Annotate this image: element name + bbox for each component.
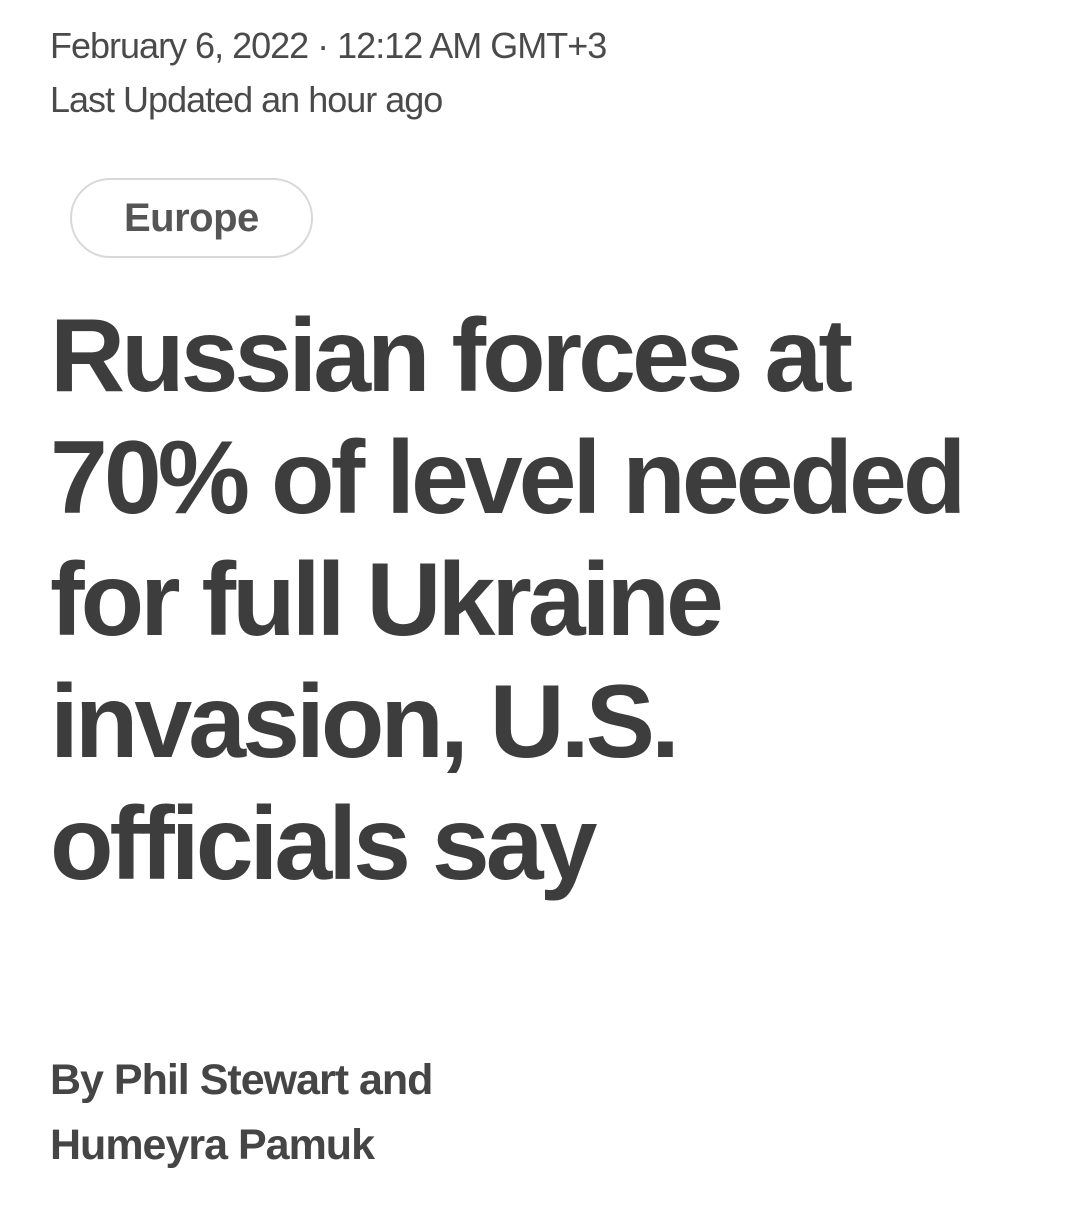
- category-pill-label: Europe: [124, 195, 259, 240]
- byline-line-1: By Phil Stewart and: [50, 1056, 433, 1104]
- publish-timestamp: February 6, 2022 · 12:12 AM GMT+3: [50, 25, 607, 66]
- last-updated-text: Last Updated an hour ago: [50, 79, 443, 120]
- headline-line-2: 70% of level needed: [50, 420, 966, 536]
- headline-line-5: officials say: [50, 786, 597, 902]
- headline-line-4: invasion, U.S.: [50, 664, 680, 780]
- headline-line-1: Russian forces at: [50, 298, 853, 414]
- byline-line-2: Humeyra Pamuk: [50, 1121, 375, 1169]
- article-headline: Russian forces at 70% of level needed fo…: [50, 295, 966, 905]
- byline: By Phil Stewart and Humeyra Pamuk: [50, 1048, 433, 1178]
- headline-line-3: for full Ukraine: [50, 542, 724, 658]
- category-pill-europe[interactable]: Europe: [70, 178, 313, 258]
